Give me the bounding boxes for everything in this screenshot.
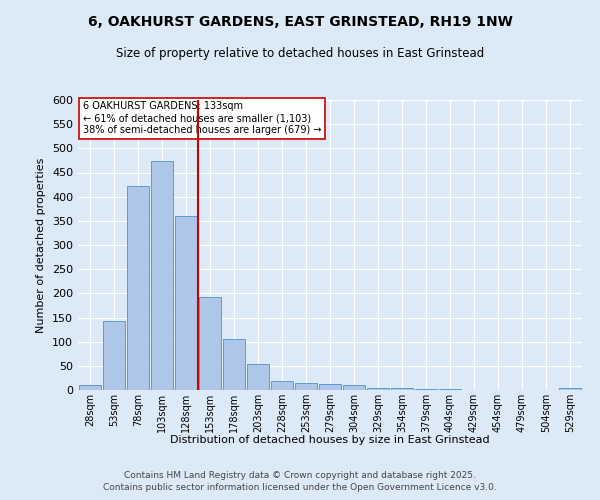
Bar [319,384,341,390]
Bar [391,388,413,390]
Text: Contains public sector information licensed under the Open Government Licence v3: Contains public sector information licen… [103,484,497,492]
Text: Size of property relative to detached houses in East Grinstead: Size of property relative to detached ho… [116,48,484,60]
Bar [367,388,389,390]
Text: 6, OAKHURST GARDENS, EAST GRINSTEAD, RH19 1NW: 6, OAKHURST GARDENS, EAST GRINSTEAD, RH1… [88,15,512,29]
Text: 6 OAKHURST GARDENS: 133sqm
← 61% of detached houses are smaller (1,103)
38% of s: 6 OAKHURST GARDENS: 133sqm ← 61% of deta… [83,102,322,134]
Bar [559,388,581,390]
Bar [199,297,221,390]
Bar [343,385,365,390]
Bar [247,364,269,390]
Bar [151,162,173,390]
Bar [127,186,149,390]
Bar [415,388,437,390]
Bar [103,322,125,390]
Y-axis label: Number of detached properties: Number of detached properties [37,158,46,332]
Bar [439,388,461,390]
Bar [271,382,293,390]
Bar [223,339,245,390]
Bar [79,385,101,390]
Bar [295,383,317,390]
Text: Contains HM Land Registry data © Crown copyright and database right 2025.: Contains HM Land Registry data © Crown c… [124,471,476,480]
Bar [175,216,197,390]
X-axis label: Distribution of detached houses by size in East Grinstead: Distribution of detached houses by size … [170,435,490,445]
